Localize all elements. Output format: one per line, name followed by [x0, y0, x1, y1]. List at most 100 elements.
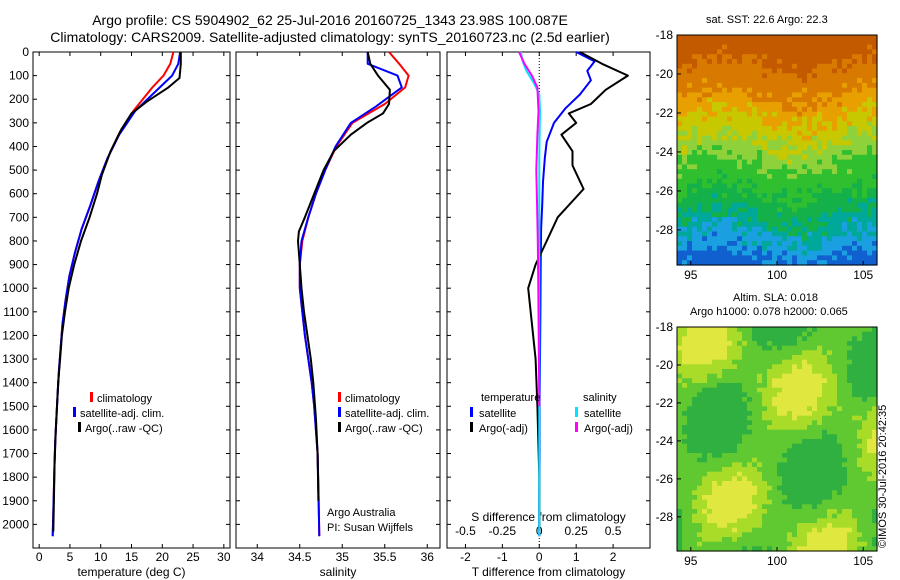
- map-cell: [727, 387, 733, 393]
- map-cell: [762, 140, 768, 146]
- map-cell: [697, 183, 703, 189]
- map-cell: [822, 383, 828, 389]
- map-cell: [857, 68, 863, 74]
- map-cell: [687, 236, 693, 242]
- map-cell: [782, 350, 788, 356]
- map-cell: [797, 159, 803, 165]
- map-cell: [702, 121, 708, 127]
- map-cell: [737, 331, 743, 337]
- map-cell: [867, 154, 873, 161]
- map-cell: [782, 420, 788, 426]
- map-cell: [847, 245, 853, 252]
- map-cell: [737, 126, 743, 132]
- map-cell: [747, 355, 753, 361]
- map-cell: [827, 341, 833, 347]
- map-cell: [797, 169, 803, 175]
- map-cell: [697, 420, 703, 426]
- map-cell: [797, 462, 803, 468]
- map-cell: [842, 44, 848, 50]
- legend-label: satellite: [479, 408, 517, 420]
- map-cell: [732, 106, 738, 113]
- map-cell: [752, 373, 758, 379]
- map-cell: [732, 439, 738, 445]
- map-cell: [872, 92, 878, 98]
- map-cell: [687, 217, 693, 223]
- map-cell: [807, 485, 813, 491]
- map-cell: [852, 255, 858, 261]
- map-cell: [872, 532, 878, 538]
- map-cell: [727, 364, 733, 370]
- map-cell: [727, 359, 733, 365]
- map-cell: [697, 485, 703, 491]
- map-cell: [757, 188, 763, 194]
- map-cell: [777, 378, 783, 384]
- map-cell: [812, 439, 818, 445]
- map-cell: [687, 164, 693, 170]
- map-cell: [857, 159, 863, 165]
- map-cell: [722, 509, 728, 515]
- map-cell: [867, 106, 873, 113]
- map-cell: [727, 97, 733, 103]
- map-cell: [742, 217, 748, 223]
- map-cell: [767, 546, 773, 552]
- map-cell: [812, 481, 818, 487]
- map-cell: [852, 54, 858, 60]
- map-cell: [852, 231, 858, 237]
- map-cell: [767, 383, 773, 389]
- map-cell: [867, 49, 873, 55]
- map-cell: [782, 397, 788, 403]
- map-cell: [847, 150, 853, 156]
- map-cell: [827, 397, 833, 403]
- map-cell: [757, 82, 763, 89]
- map-cell: [692, 145, 698, 151]
- map-cell: [727, 241, 733, 247]
- map-cell: [777, 527, 783, 533]
- map-cell: [752, 359, 758, 365]
- map-cell: [757, 54, 763, 60]
- map-cell: [797, 485, 803, 491]
- map-cell: [857, 341, 863, 347]
- map-cell: [777, 221, 783, 228]
- map-cell: [867, 212, 873, 218]
- map-cell: [777, 359, 783, 365]
- map-cell: [772, 392, 778, 398]
- map-cell: [777, 373, 783, 379]
- y-tick-label: 1200: [2, 328, 29, 342]
- map-cell: [677, 331, 683, 337]
- map-cell: [762, 207, 768, 213]
- map-cell: [777, 54, 783, 60]
- map-cell: [767, 159, 773, 165]
- map-cell: [827, 63, 833, 70]
- map-cell: [862, 350, 868, 356]
- map-cell: [852, 164, 858, 170]
- map-cell: [717, 197, 723, 204]
- map-cell: [727, 164, 733, 170]
- map-cell: [752, 481, 758, 487]
- map-cell: [842, 188, 848, 194]
- map-cell: [872, 453, 878, 459]
- map-cell: [872, 236, 878, 242]
- map-cell: [872, 150, 878, 156]
- map-cell: [707, 73, 713, 79]
- map-cell: [762, 188, 768, 194]
- map-cell: [717, 150, 723, 156]
- map-cell: [767, 250, 773, 256]
- map-cell: [857, 154, 863, 161]
- map-cell: [812, 345, 818, 351]
- map-cell: [717, 411, 723, 417]
- map-cell: [862, 231, 868, 237]
- map-cell: [732, 490, 738, 496]
- map-cell: [792, 241, 798, 247]
- y-tick-label: 200: [9, 92, 29, 106]
- map-cell: [687, 476, 693, 482]
- map-cell: [687, 499, 693, 505]
- map-cell: [797, 350, 803, 356]
- x-tick-label: 25: [186, 550, 200, 564]
- map-cell: [702, 102, 708, 108]
- map-cell: [812, 73, 818, 79]
- map-cell: [687, 226, 693, 233]
- map-cell: [702, 73, 708, 79]
- map-cell: [757, 429, 763, 435]
- map-cell: [722, 355, 728, 361]
- map-cell: [772, 369, 778, 375]
